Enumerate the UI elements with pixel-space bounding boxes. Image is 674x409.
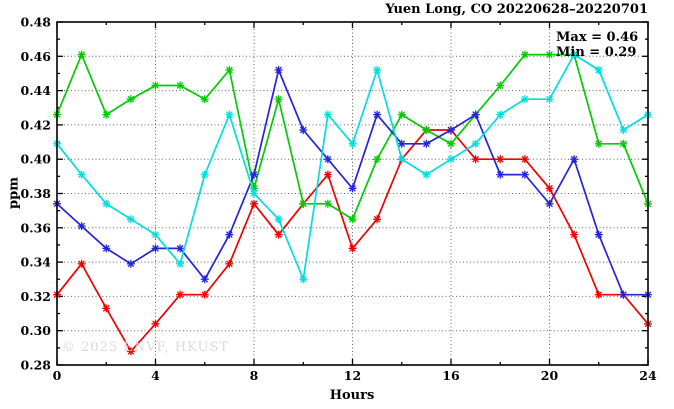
gridlines [57,22,648,365]
x-tick-label: 4 [151,368,160,383]
x-tick-label: 8 [250,368,259,383]
x-tick-label: 24 [639,368,657,383]
y-tick-label: 0.40 [21,152,52,167]
series-cyan-markers [53,50,652,284]
y-tick-label: 0.34 [21,255,52,270]
series-red-line [56,129,649,353]
y-tick-label: 0.28 [21,358,52,373]
y-tick-label: 0.32 [21,289,51,304]
y-tick-label: 0.36 [21,220,52,235]
y-tick-label: 0.44 [21,83,52,98]
y-tick-label: 0.38 [21,186,52,201]
x-axis-label: Hours [329,388,375,403]
series-green [53,50,652,224]
x-tick-labels: 0 4 8 12 16 20 24 [53,368,657,383]
y-axis-label: ppm [6,177,22,209]
max-annotation: Max = 0.46 [556,30,639,45]
series-green-markers [53,50,652,224]
watermark: © 2025 ENVF, HKUST [62,340,229,355]
plot-frame [56,21,649,366]
series-red [53,126,652,356]
x-tick-label: 0 [53,368,62,383]
x-tick-label: 12 [344,368,361,383]
y-tick-labels: 0.28 0.30 0.32 0.34 0.36 0.38 0.40 0.42 0.44 0.46… [21,15,52,373]
chart-title: Yuen Long, CO 20220628–20220701 [385,2,648,17]
series-green-line [56,52,649,221]
min-annotation: Min = 0.29 [556,45,637,60]
y-tick-label: 0.30 [21,323,52,338]
series-red-markers [53,126,652,356]
series-cyan [53,50,652,284]
max-min-annotation: Max = 0.46 Min = 0.29 [556,30,638,60]
y-tick-label: 0.42 [21,117,51,132]
x-tick-label: 20 [541,368,559,383]
series-blue-markers [53,66,652,299]
series-blue [53,66,652,299]
x-tick-label: 16 [442,368,460,383]
y-tick-label: 0.46 [21,49,52,64]
y-tick-label: 0.48 [21,15,52,30]
